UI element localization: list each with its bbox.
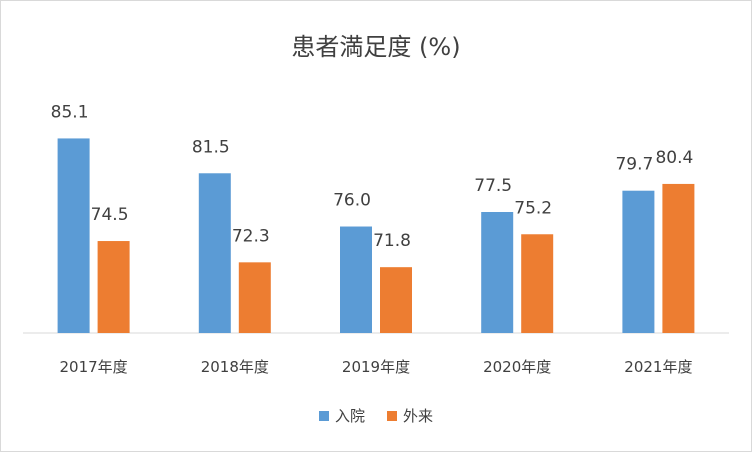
chart-title: 患者満足度 (%) bbox=[291, 33, 461, 61]
legend-swatch bbox=[318, 410, 329, 421]
legend-label: 入院 bbox=[334, 407, 365, 425]
data-label-outpatient-2: 71.8 bbox=[373, 231, 411, 251]
data-label-outpatient-4: 80.4 bbox=[655, 148, 693, 168]
bar-outpatient-4 bbox=[662, 183, 695, 333]
x-tick-label-4: 2021年度 bbox=[624, 358, 692, 376]
data-label-inpatient-4: 79.7 bbox=[615, 155, 653, 175]
legend-label: 外来 bbox=[403, 407, 434, 425]
data-label-outpatient-0: 74.5 bbox=[91, 205, 129, 225]
bar-outpatient-2 bbox=[380, 267, 412, 333]
data-label-inpatient-2: 76.0 bbox=[333, 191, 371, 211]
bar-inpatient-0 bbox=[57, 138, 90, 333]
chart-plot: 85.1 74.5 2017年度 81.5 72.3 2018年度 76.071.8 2019… bbox=[23, 102, 729, 376]
data-label-inpatient-1: 81.5 bbox=[192, 137, 230, 157]
legend-item-outpatient: 外来 bbox=[387, 405, 433, 426]
bar-outpatient-1 bbox=[238, 262, 271, 333]
chart-legend: 入院 外来 bbox=[1, 405, 751, 426]
data-label-outpatient-3: 75.2 bbox=[514, 198, 552, 218]
bar-inpatient-3 bbox=[481, 212, 514, 333]
x-tick-label-2: 2019年度 bbox=[342, 358, 410, 376]
bar-inpatient-1 bbox=[198, 173, 231, 333]
data-label-inpatient-3: 77.5 bbox=[474, 176, 512, 196]
bar-outpatient-3 bbox=[521, 234, 554, 333]
legend-item-inpatient: 入院 bbox=[318, 405, 365, 426]
bar-inpatient-2 bbox=[340, 226, 372, 333]
x-tick-label-0: 2017年度 bbox=[60, 358, 128, 376]
bar-outpatient-0 bbox=[97, 241, 130, 333]
x-tick-label-3: 2020年度 bbox=[483, 358, 551, 376]
data-label-inpatient-0: 85.1 bbox=[51, 102, 89, 122]
data-label-outpatient-1: 72.3 bbox=[232, 226, 270, 246]
bar-inpatient-4 bbox=[622, 190, 655, 333]
x-tick-label-1: 2018年度 bbox=[201, 358, 269, 376]
legend-swatch bbox=[387, 410, 397, 421]
